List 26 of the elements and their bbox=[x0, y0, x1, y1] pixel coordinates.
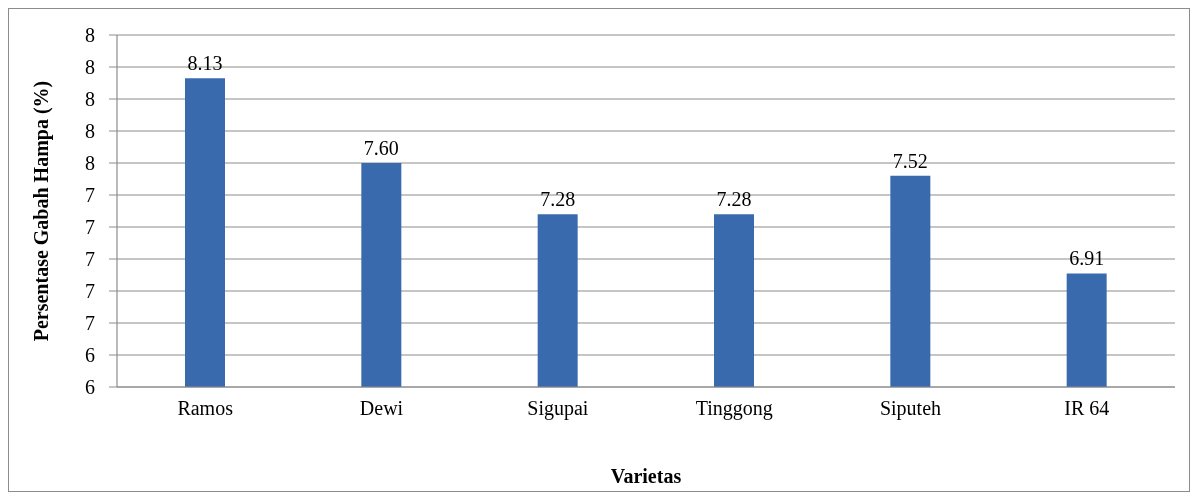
data-label: 7.28 bbox=[540, 188, 576, 211]
y-tick-label: 7 bbox=[85, 248, 95, 271]
x-axis-title: Varietas bbox=[610, 465, 682, 487]
y-tick-label: 8 bbox=[85, 24, 95, 47]
x-tick-label: IR 64 bbox=[1064, 397, 1110, 420]
x-tick-label: Siputeh bbox=[879, 397, 942, 421]
y-tick-label: 7 bbox=[85, 184, 95, 207]
data-label: 6.91 bbox=[1069, 247, 1105, 270]
x-tick-label: Dewi bbox=[359, 397, 404, 420]
y-tick-label: 7 bbox=[85, 312, 95, 335]
data-label: 7.28 bbox=[716, 188, 752, 211]
data-label: 7.52 bbox=[892, 149, 928, 172]
y-axis-title: Persentase Gabah Hampa (%) bbox=[30, 80, 53, 342]
x-tick-label: Ramos bbox=[177, 397, 234, 420]
y-tick-label: 7 bbox=[85, 216, 95, 239]
data-label: 7.60 bbox=[363, 137, 399, 159]
y-tick-label: 6 bbox=[85, 376, 95, 399]
y-tick-label: 8 bbox=[85, 120, 95, 143]
y-tick-label: 8 bbox=[85, 152, 95, 175]
y-tick-label: 7 bbox=[85, 280, 95, 303]
y-tick-label: 6 bbox=[85, 344, 95, 367]
y-tick-label: 8 bbox=[85, 56, 95, 79]
y-tick-label: 8 bbox=[85, 88, 95, 111]
x-tick-label: Sigupai bbox=[527, 397, 589, 421]
x-tick-label: Tinggong bbox=[695, 397, 773, 421]
data-label: 8.13 bbox=[187, 52, 223, 75]
